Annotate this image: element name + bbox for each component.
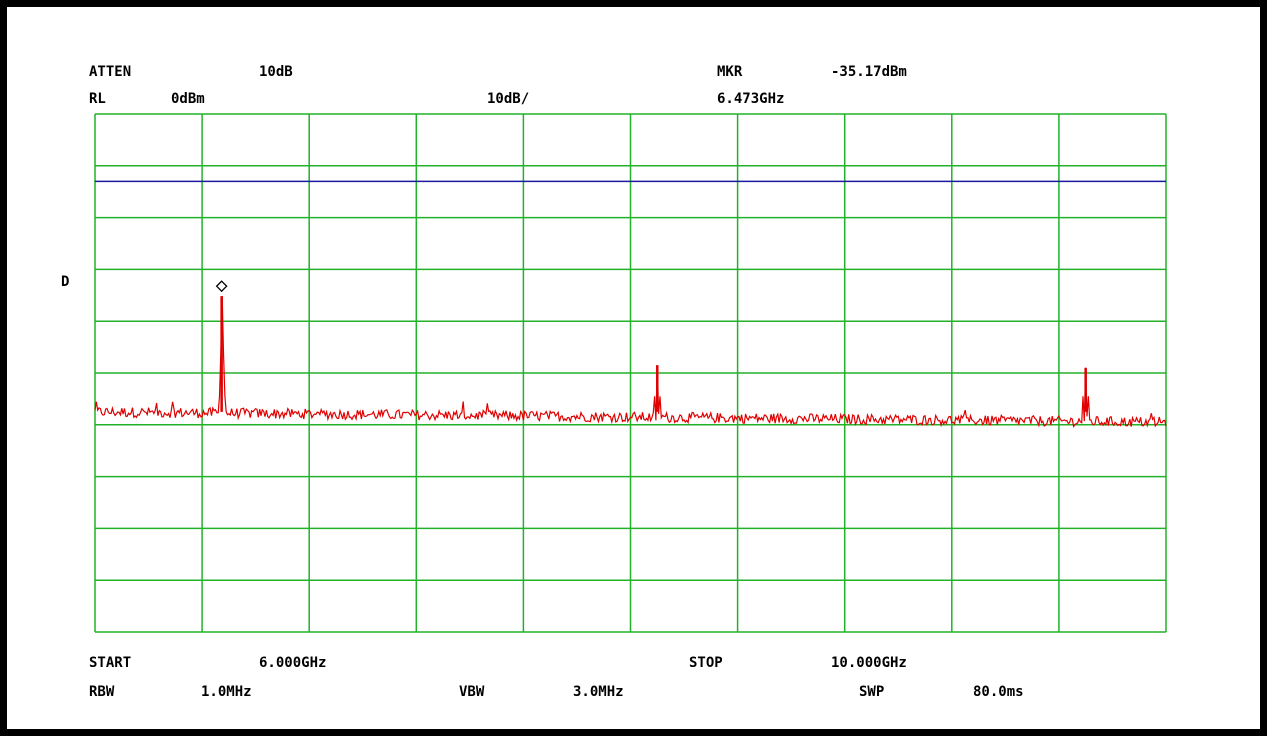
vbw-value: 3.0MHz — [573, 684, 624, 700]
start-frequency-value: 6.000GHz — [259, 655, 327, 671]
rbw-label: RBW — [89, 684, 115, 700]
stop-frequency-label: STOP — [689, 655, 723, 671]
spectrum-trace — [94, 296, 1167, 428]
marker-frequency: 6.473GHz — [717, 91, 785, 107]
atten-value: 10dB — [259, 64, 293, 80]
marker-label: MKR — [717, 64, 743, 80]
detector-mode: D — [61, 274, 70, 290]
marker-diamond — [215, 280, 228, 293]
rbw-value: 1.0MHz — [201, 684, 252, 700]
sweep-time-label: SWP — [859, 684, 885, 700]
start-frequency-label: START — [89, 655, 132, 671]
stop-frequency-value: 10.000GHz — [831, 655, 907, 671]
reference-level-label: RL — [89, 91, 106, 107]
sweep-time-value: 80.0ms — [973, 684, 1024, 700]
spectrum-plot — [94, 113, 1167, 633]
reference-level-value: 0dBm — [171, 91, 205, 107]
atten-label: ATTEN — [89, 64, 132, 80]
marker-amplitude: -35.17dBm — [831, 64, 907, 80]
vbw-label: VBW — [459, 684, 485, 700]
scale-per-division: 10dB/ — [487, 91, 530, 107]
